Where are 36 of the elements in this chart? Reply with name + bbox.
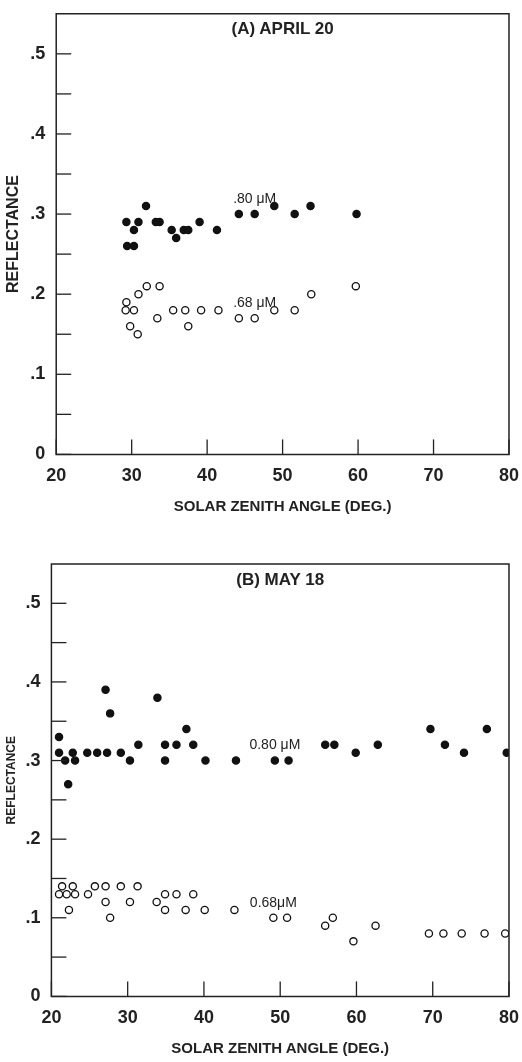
y-tick-label: .1 [25, 906, 41, 927]
series-label: .68 μM [233, 294, 277, 311]
y-tick-label: .5 [30, 42, 46, 63]
x-tick-label: 40 [193, 1007, 214, 1028]
x-tick-label: 60 [346, 1007, 367, 1028]
y-tick-label: .2 [25, 828, 41, 849]
x-tick-label: 40 [197, 465, 218, 486]
x-tick-label: 70 [423, 465, 444, 486]
x-tick-label: 80 [498, 1007, 519, 1028]
x-axis-title: SOLAR ZENITH ANGLE (DEG.) [171, 1039, 390, 1057]
y-axis-title: REFLECTANCE [3, 735, 18, 825]
x-tick-label: 70 [422, 1007, 443, 1028]
x-tick-label: 30 [117, 1007, 138, 1028]
y-tick-label: .3 [25, 749, 41, 770]
x-tick-label: 80 [498, 465, 519, 486]
y-tick-label: 0 [30, 985, 41, 1006]
y-tick-label: .4 [30, 122, 46, 143]
y-tick-label: .2 [30, 283, 46, 304]
y-tick-label: .4 [25, 670, 41, 691]
x-tick-label: 20 [46, 465, 67, 486]
x-tick-label: 20 [41, 1007, 62, 1028]
x-tick-label: 60 [348, 465, 369, 486]
x-tick-label: 50 [272, 465, 293, 486]
x-tick-label: 30 [121, 465, 142, 486]
series-label: 0.80 μM [249, 736, 301, 753]
series-label: .80 μM [233, 189, 277, 206]
y-tick-label: .3 [30, 203, 46, 224]
y-tick-label: .5 [25, 592, 41, 613]
y-axis-title: REFLECTANCE [4, 174, 22, 294]
y-tick-label: 0 [35, 443, 46, 464]
chart-title: (B) MAY 18 [236, 569, 325, 589]
series-label: 0.68μM [249, 893, 297, 910]
x-axis-title: SOLAR ZENITH ANGLE (DEG.) [173, 497, 392, 515]
y-tick-label: .1 [30, 363, 46, 384]
x-tick-label: 50 [270, 1007, 291, 1028]
chart-title: (A) APRIL 20 [231, 19, 334, 39]
